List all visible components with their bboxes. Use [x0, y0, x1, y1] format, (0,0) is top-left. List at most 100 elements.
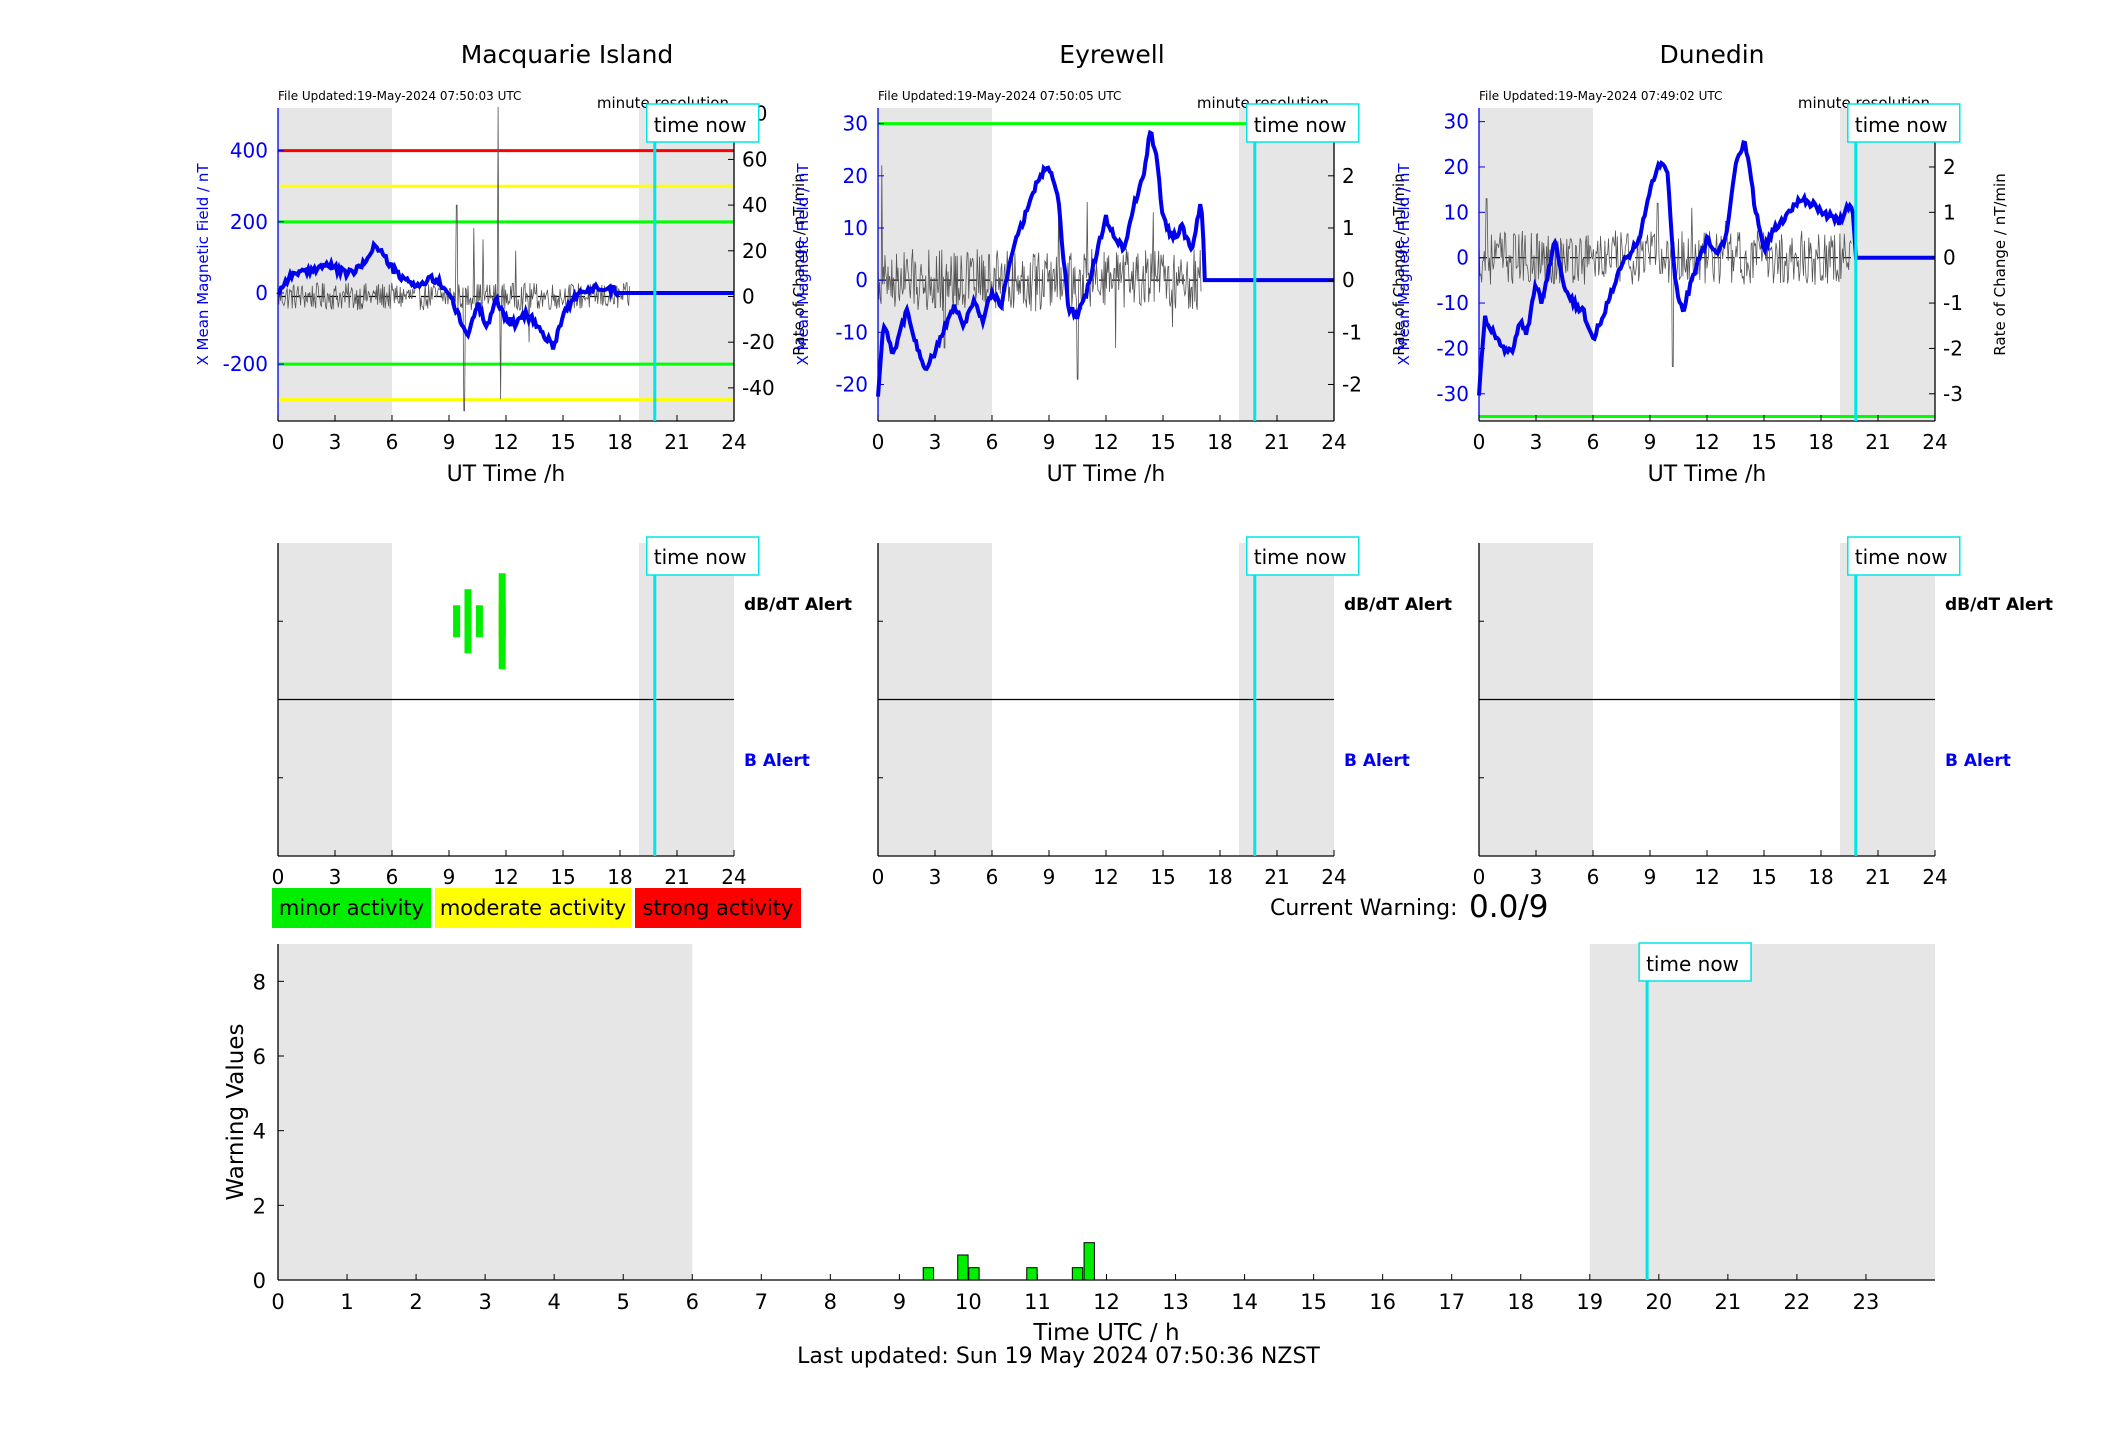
- x-tick-label: 6: [1587, 430, 1600, 454]
- x-tick-label: 24: [1922, 865, 1947, 889]
- y2-tick-label: -40: [742, 376, 775, 400]
- last-updated: Last updated: Sun 19 May 2024 07:50:36 N…: [797, 1344, 1320, 1369]
- warning-bar: [968, 1267, 980, 1281]
- x-tick-label: 14: [1231, 1290, 1258, 1314]
- legend-moderate-activity: moderate activity: [435, 888, 631, 928]
- alert-bar-minor: [453, 605, 461, 638]
- x-tick-label: 9: [443, 865, 456, 889]
- legend-strong-activity: strong activity: [635, 888, 801, 928]
- x-tick-label: 3: [329, 865, 342, 889]
- y-tick-label: -20: [835, 372, 868, 396]
- x-tick-label: 15: [1300, 1290, 1327, 1314]
- y-tick-label: 0: [855, 268, 868, 292]
- y-tick-label: 200: [230, 210, 268, 234]
- x-tick-label: 15: [1150, 865, 1175, 889]
- warning-bar: [1083, 1242, 1095, 1281]
- y-tick-label: -10: [1436, 291, 1469, 315]
- x-tick-label: 16: [1369, 1290, 1396, 1314]
- x-tick-label: 9: [1043, 865, 1056, 889]
- x-tick-label: 21: [664, 430, 689, 454]
- x-tick-label: 17: [1438, 1290, 1465, 1314]
- y-tick-label: -20: [1436, 336, 1469, 360]
- warning-bar: [922, 1267, 935, 1281]
- x-tick-label: 21: [1264, 865, 1289, 889]
- alert-bar-minor: [464, 589, 472, 654]
- x-tick-label: 24: [721, 865, 746, 889]
- night-shading: [1239, 108, 1334, 421]
- y-tick-label: 30: [843, 112, 868, 136]
- time-now-label: time now: [654, 113, 747, 137]
- alert-bar-minor: [498, 573, 506, 670]
- x-tick-label: 0: [271, 1290, 284, 1314]
- x-tick-label: 6: [986, 865, 999, 889]
- b-alert-label: B Alert: [744, 751, 810, 771]
- alert-bar-minor: [475, 605, 483, 638]
- x-tick-label: 21: [664, 865, 689, 889]
- station-title: Macquarie Island: [461, 40, 674, 69]
- x-tick-label: 15: [550, 430, 575, 454]
- x-tick-label: 21: [1715, 1290, 1742, 1314]
- x-tick-label: 0: [272, 430, 285, 454]
- y-tick-label: 0: [255, 281, 268, 305]
- b-alert-label: B Alert: [1344, 751, 1410, 771]
- time-now-label: time now: [1254, 545, 1347, 569]
- x-tick-label: 21: [1865, 865, 1890, 889]
- rate-of-change-line: [277, 106, 630, 412]
- x-tick-label: 3: [929, 865, 942, 889]
- x-tick-label: 9: [1644, 865, 1657, 889]
- y2-tick-label: 0: [1342, 268, 1355, 292]
- night-shading: [639, 108, 734, 421]
- x-tick-label: 3: [329, 430, 342, 454]
- time-now-box: [1847, 103, 1961, 143]
- x-tick-label: 6: [386, 865, 399, 889]
- x-axis-label: UT Time /h: [1648, 462, 1767, 487]
- y-tick-label: 20: [1444, 155, 1469, 179]
- x-tick-label: 15: [1751, 865, 1776, 889]
- current-warning-value: 0.0/9: [1469, 889, 1549, 925]
- time-now-box: [1246, 103, 1360, 143]
- y2-axis-label: Rate of Change / nT/min: [1991, 173, 2009, 355]
- y-tick-label: 0: [253, 1269, 266, 1293]
- y2-tick-label: -20: [742, 330, 775, 354]
- y2-tick-label: 1: [1943, 200, 1956, 224]
- y-axis-label: Warning Values: [223, 1023, 249, 1200]
- y-tick-label: 400: [230, 139, 268, 163]
- file-updated-text: File Updated:19-May-2024 07:49:02 UTC: [1479, 89, 1722, 103]
- y2-tick-label: -2: [1342, 372, 1362, 396]
- time-now-label: time now: [1855, 545, 1948, 569]
- rate-of-change-line: [877, 165, 1202, 380]
- x-tick-label: 24: [721, 430, 746, 454]
- y2-axis-label: Rate of Change / nT/min: [790, 173, 808, 355]
- y-tick-label: 20: [843, 164, 868, 188]
- x-tick-label: 18: [607, 865, 632, 889]
- x-tick-label: 3: [478, 1290, 491, 1314]
- y-tick-label: 10: [1444, 200, 1469, 224]
- dbdt-alert-label: dB/dT Alert: [1344, 595, 1452, 615]
- station-panel-1: Eyrewell File Updated:19-May-2024 07:50:0…: [794, 40, 1452, 889]
- time-now-label: time now: [654, 545, 747, 569]
- x-tick-label: 7: [755, 1290, 768, 1314]
- warning-bar: [957, 1254, 969, 1281]
- y2-tick-label: 20: [742, 239, 767, 263]
- x-tick-label: 10: [955, 1290, 982, 1314]
- x-tick-label: 3: [1530, 865, 1543, 889]
- time-now-label: time now: [1646, 952, 1739, 976]
- time-now-box: [1638, 942, 1752, 982]
- y-axis-label: X Mean Magnetic Field / nT: [1395, 163, 1413, 366]
- y2-tick-label: 40: [742, 193, 767, 217]
- time-now-box: [1847, 536, 1961, 576]
- dbdt-alert-label: dB/dT Alert: [1945, 595, 2053, 615]
- current-warning-label: Current Warning:: [1270, 896, 1458, 921]
- file-updated-text: File Updated:19-May-2024 07:50:05 UTC: [878, 89, 1121, 103]
- x-tick-label: 1: [340, 1290, 353, 1314]
- x-tick-label: 9: [443, 430, 456, 454]
- y-tick-label: -10: [835, 320, 868, 344]
- x-tick-label: 12: [493, 865, 518, 889]
- time-now-label: time now: [1254, 113, 1347, 137]
- x-tick-label: 0: [872, 430, 885, 454]
- time-now-box: [646, 536, 760, 576]
- y2-axis-label: Rate of Change / nT/min: [1390, 173, 1408, 355]
- y-tick-label: 6: [253, 1045, 266, 1069]
- x-tick-label: 11: [1024, 1290, 1051, 1314]
